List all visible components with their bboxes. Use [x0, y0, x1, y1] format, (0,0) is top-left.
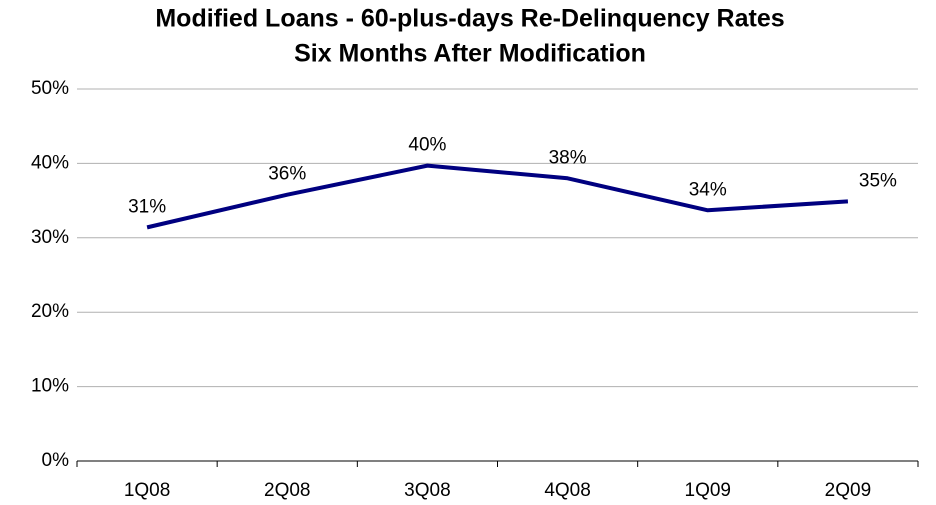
x-tick-label: 1Q09 [685, 480, 731, 501]
data-label: 36% [268, 164, 306, 185]
y-tick-label: 50% [31, 78, 69, 99]
data-label: 35% [859, 170, 897, 191]
x-tick-label: 2Q09 [825, 480, 871, 501]
chart-subtitle: Six Months After Modification [294, 40, 646, 68]
y-tick-label: 30% [31, 227, 69, 248]
data-label: 31% [128, 196, 166, 217]
y-tick-label: 40% [31, 152, 69, 173]
data-label: 38% [549, 147, 587, 168]
x-tick-label: 2Q08 [264, 480, 310, 501]
chart-title: Modified Loans - 60-plus-days Re-Delinqu… [155, 5, 784, 33]
data-label: 40% [408, 135, 446, 156]
x-tick-label: 3Q08 [404, 480, 450, 501]
x-tick-label: 1Q08 [124, 480, 170, 501]
data-label: 34% [689, 179, 727, 200]
y-tick-label: 0% [42, 450, 70, 471]
y-tick-label: 20% [31, 301, 69, 322]
x-tick-label: 4Q08 [544, 480, 590, 501]
y-tick-label: 10% [31, 376, 69, 397]
data-line [146, 163, 849, 230]
